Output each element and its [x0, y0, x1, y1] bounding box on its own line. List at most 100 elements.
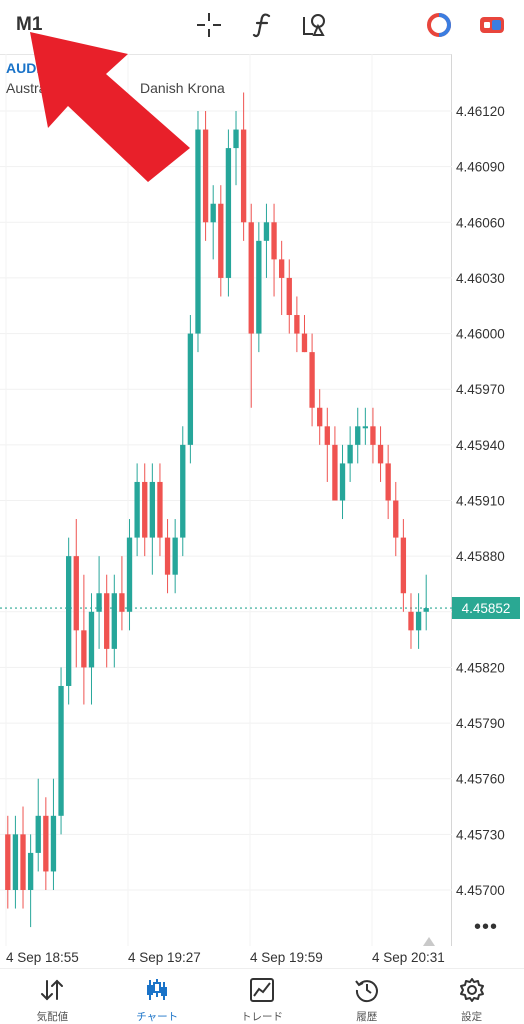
candle-body — [134, 481, 140, 538]
chart-icon — [143, 977, 171, 1003]
candle-body — [20, 834, 26, 890]
candle-body — [400, 537, 407, 594]
settings-icon — [458, 977, 486, 1003]
timeframe-button[interactable]: M1 — [16, 14, 43, 35]
candle-body — [263, 222, 270, 241]
candle-body — [347, 444, 353, 464]
nav-chart[interactable]: チャート — [105, 969, 210, 1024]
nav-label: 設定 — [461, 1011, 483, 1023]
price-tick-label: 4.45910 — [456, 494, 505, 509]
candle-body — [27, 852, 34, 890]
nav-history[interactable]: 履歴 — [314, 969, 419, 1024]
candle-body — [58, 685, 64, 816]
candle-body — [218, 203, 224, 278]
candle-body — [393, 500, 399, 538]
price-axis: 4.46120 4.46090 4.46060 4.46030 4.46000 4.459… — [456, 104, 505, 898]
time-axis: 4 Sep 18:55 4 Sep 19:27 4 Sep 19:59 4 Sep 2… — [6, 950, 445, 965]
history-icon — [353, 977, 381, 1003]
indicators-icon[interactable] — [248, 10, 278, 40]
candle-body — [119, 593, 125, 612]
nav-label: 履歴 — [356, 1011, 378, 1023]
price-tick-label: 4.46090 — [456, 160, 505, 175]
candle-body — [88, 611, 95, 668]
candle-body — [240, 129, 247, 223]
candle-body — [164, 537, 171, 575]
price-tick-label: 4.45790 — [456, 716, 505, 731]
price-tick-label: 4.46060 — [456, 215, 505, 230]
candle-body — [73, 556, 79, 631]
time-tick-label: 4 Sep 20:31 — [372, 950, 445, 965]
price-tick-label: 4.45700 — [456, 883, 505, 898]
candle-body — [339, 463, 346, 501]
candle-body — [332, 444, 338, 501]
candle-body — [65, 556, 72, 686]
candle-body — [104, 593, 110, 649]
candle-body — [172, 537, 178, 575]
more-icon[interactable]: ••• — [474, 916, 499, 938]
annotation-arrow-icon — [30, 32, 190, 182]
candle-body — [180, 444, 186, 538]
candle-body — [142, 481, 148, 538]
time-tick-label: 4 Sep 19:27 — [128, 950, 201, 965]
candle-body — [225, 148, 232, 278]
price-tick-label: 4.46120 — [456, 104, 505, 119]
candle-body — [35, 815, 41, 853]
price-tick-label: 4.45940 — [456, 438, 505, 453]
candle-body — [377, 444, 384, 464]
candle-body — [157, 481, 163, 538]
nav-trade[interactable]: トレード — [210, 969, 315, 1024]
current-price-label: 4.45852 — [452, 597, 520, 619]
candle-body — [50, 815, 57, 872]
price-tick-label: 4.45970 — [456, 382, 505, 397]
candle-body — [317, 407, 323, 427]
candle-body — [271, 222, 277, 260]
nav-label: トレード — [240, 1011, 283, 1023]
time-tick-label: 4 Sep 19:59 — [250, 950, 323, 965]
candle-body — [301, 333, 308, 353]
candle-body — [309, 352, 315, 408]
candle-body — [294, 315, 300, 334]
nav-settings[interactable]: 設定 — [419, 969, 524, 1024]
candle-body — [286, 277, 292, 316]
price-tick-label: 4.45730 — [456, 827, 505, 842]
candle-body — [355, 426, 361, 445]
candle-body — [408, 611, 414, 631]
bottom-nav: 気配値 チャート トレード 履歴 設定 — [0, 968, 524, 1024]
price-tick-label: 4.45760 — [456, 772, 505, 787]
objects-icon[interactable] — [300, 10, 330, 40]
price-tick-label: 4.46030 — [456, 271, 505, 286]
candle-body — [324, 426, 330, 445]
color-scheme-icon[interactable] — [424, 10, 454, 40]
candle-body — [278, 259, 285, 278]
time-tick-label: 4 Sep 18:55 — [6, 950, 79, 965]
nav-label: チャート — [136, 1011, 179, 1023]
candle-body — [202, 129, 209, 223]
price-tick-label: 4.45820 — [456, 660, 505, 675]
candle-body — [81, 630, 87, 668]
crosshair-icon[interactable] — [194, 10, 224, 40]
candle-body — [126, 537, 133, 612]
nav-label: 気配値 — [36, 1011, 69, 1023]
quotes-icon — [38, 977, 66, 1003]
candle-body — [423, 608, 429, 612]
candle-body — [187, 333, 194, 445]
candle-body — [385, 463, 391, 501]
candle-body — [362, 426, 369, 429]
candle-body — [248, 222, 254, 334]
candle-body — [96, 593, 102, 612]
candle-body — [111, 593, 117, 649]
price-tick-label: 4.45880 — [456, 549, 505, 564]
price-tick-label: 4.46000 — [456, 327, 505, 342]
candle-body — [256, 240, 262, 334]
candle-body — [195, 129, 201, 334]
candle-body — [415, 611, 422, 631]
candle-body — [5, 834, 11, 890]
symbol-description-right: Danish Krona — [140, 80, 225, 96]
chart-type-icon[interactable] — [477, 10, 507, 40]
nav-quotes[interactable]: 気配値 — [0, 969, 105, 1024]
candle-body — [210, 203, 216, 223]
candle-body — [233, 129, 239, 149]
candle-body — [149, 481, 156, 538]
trade-icon — [248, 977, 276, 1003]
scroll-end-icon[interactable] — [423, 937, 435, 946]
